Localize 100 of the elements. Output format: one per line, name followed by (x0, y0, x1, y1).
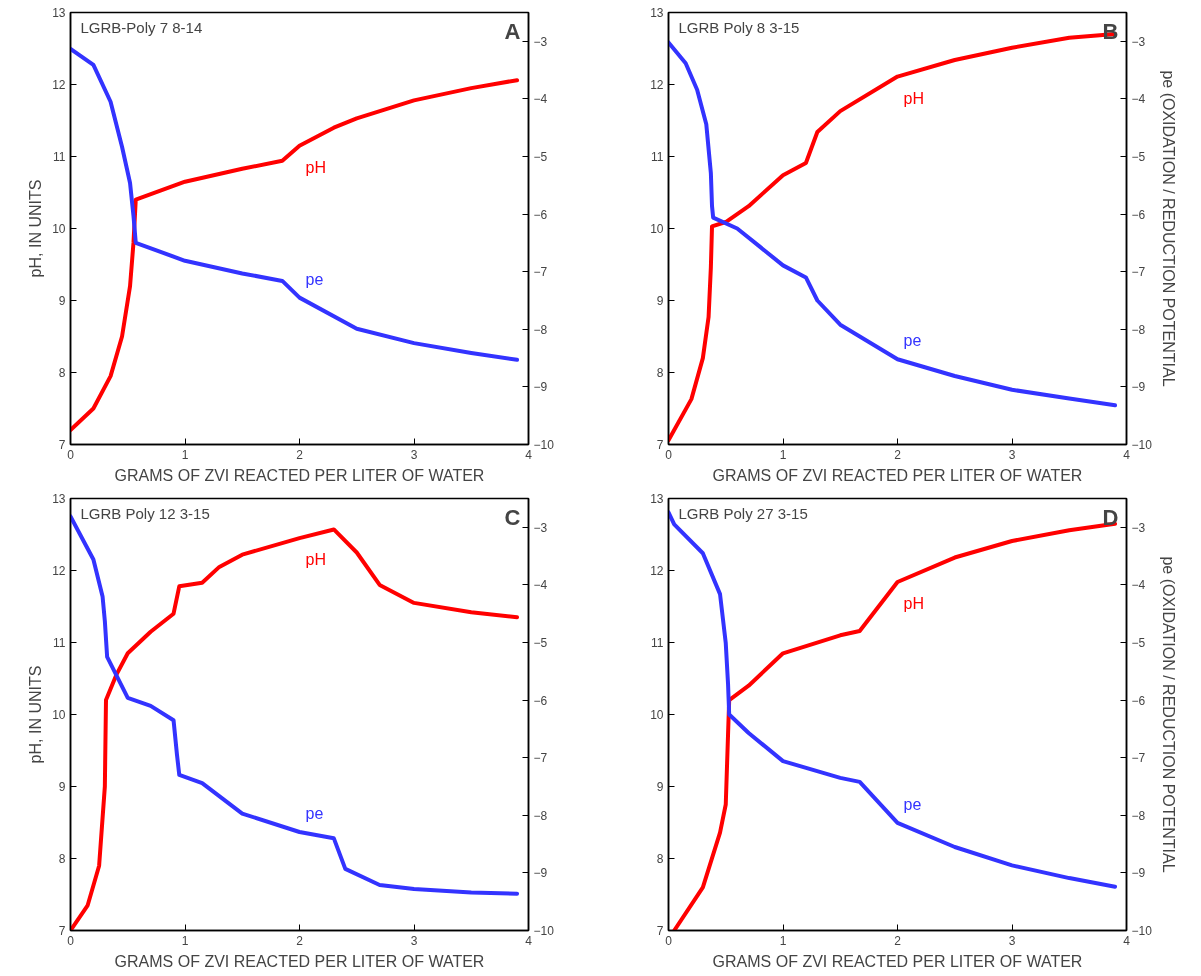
y-tick-label: 7 (58, 924, 66, 938)
y2-tick-label: −7 (1131, 265, 1146, 280)
y-tick-label: 9 (58, 294, 66, 308)
y-tick-label: 13 (52, 492, 66, 506)
y2-tick-label: −7 (1131, 751, 1146, 766)
x-tick-label: 3 (1008, 933, 1016, 948)
y2-tick-label: −6 (1131, 207, 1146, 222)
y-tick-label: 8 (58, 852, 66, 866)
y-tick-label: 11 (651, 150, 664, 164)
y-tick-label: 9 (656, 780, 664, 794)
y2-tick-label: −3 (1131, 520, 1146, 535)
x-tick-label: 0 (67, 447, 75, 462)
y-tick-label: 10 (650, 222, 664, 236)
y-tick-label: 12 (52, 78, 66, 92)
y2-tick-label: −6 (1131, 693, 1146, 708)
y2-tick-label: −8 (533, 808, 548, 823)
x-axis-title: GRAMS OF ZVI REACTED PER LITER OF WATER (712, 952, 1083, 970)
y-tick-label: 10 (52, 222, 66, 236)
y2-tick-label: −9 (533, 380, 548, 395)
y2-axis-title: pe (OXIDATION / REDUCTION POTENTIAL (1159, 70, 1177, 387)
y2-tick-label: −10 (1131, 924, 1153, 938)
y2-tick-label: −6 (533, 207, 548, 222)
series-label: pH (903, 595, 924, 613)
x-tick-label: 0 (665, 933, 673, 948)
x-tick-label: 4 (1123, 933, 1131, 948)
annotation: LGRB Poly 27 3-15 (678, 504, 808, 522)
annotation: LGRB Poly 12 3-15 (80, 504, 210, 522)
y-tick-label: 9 (58, 780, 66, 794)
y-tick-label: 13 (650, 492, 664, 506)
x-tick-label: 1 (779, 447, 787, 462)
y-tick-label: 7 (656, 438, 664, 452)
y2-tick-label: −5 (1131, 636, 1146, 650)
annotation: A (504, 18, 521, 44)
y-tick-label: 11 (53, 150, 66, 164)
y2-tick-label: −5 (533, 150, 548, 164)
x-axis-title: GRAMS OF ZVI REACTED PER LITER OF WATER (712, 466, 1083, 484)
series-label: pe (903, 795, 922, 813)
y-tick-label: 12 (52, 564, 66, 578)
y2-tick-label: −5 (1131, 150, 1146, 164)
y-tick-label: 7 (58, 438, 66, 452)
y2-tick-label: −3 (533, 34, 548, 49)
y2-tick-label: −9 (1131, 866, 1146, 881)
y2-tick-label: −4 (533, 92, 548, 107)
series-label: pe (305, 270, 324, 288)
y2-axis-title: pe (OXIDATION / REDUCTION POTENTIAL (1159, 556, 1177, 873)
y2-tick-label: −10 (533, 438, 555, 452)
x-tick-label: 1 (181, 933, 189, 948)
series-label: pe (903, 332, 922, 350)
x-tick-label: 2 (894, 447, 902, 462)
y-axis-title: pH, IN UNITS (27, 665, 45, 764)
y-tick-label: 8 (656, 366, 664, 380)
y2-tick-label: −4 (1131, 578, 1146, 593)
x-tick-label: 2 (296, 933, 304, 948)
y-tick-label: 7 (656, 924, 664, 938)
y-tick-label: 9 (656, 294, 664, 308)
annotation: LGRB-Poly 7 8-14 (80, 18, 203, 36)
y2-tick-label: −10 (1131, 438, 1153, 452)
y-tick-label: 11 (53, 636, 66, 650)
y2-tick-label: −4 (1131, 92, 1146, 107)
y-tick-label: 11 (651, 636, 664, 650)
y2-tick-label: −7 (533, 265, 548, 280)
y2-tick-label: −3 (533, 520, 548, 535)
series-label: pe (305, 805, 324, 822)
y2-tick-label: −5 (533, 636, 548, 650)
y-axis-title: pH, IN UNITS (27, 179, 45, 278)
y-tick-label: 10 (52, 708, 66, 722)
annotation: LGRB Poly 8 3-15 (678, 18, 800, 36)
series-label: pH (305, 158, 326, 176)
x-tick-label: 0 (67, 933, 75, 948)
y-tick-label: 12 (650, 78, 664, 92)
x-tick-label: 3 (410, 447, 418, 462)
series-label: pH (903, 89, 924, 107)
y-tick-label: 13 (650, 6, 664, 20)
x-tick-label: 4 (525, 447, 533, 462)
y2-tick-label: −7 (533, 751, 548, 766)
x-tick-label: 1 (181, 447, 189, 462)
annotation: D (1102, 504, 1119, 530)
y2-tick-label: −9 (1131, 380, 1146, 395)
annotation: C (504, 504, 521, 530)
x-axis-title: GRAMS OF ZVI REACTED PER LITER OF WATER (114, 952, 485, 970)
x-tick-label: 3 (1008, 447, 1016, 462)
y2-tick-label: −8 (1131, 808, 1146, 823)
y-tick-label: 13 (52, 6, 66, 20)
y2-tick-label: −8 (533, 322, 548, 337)
x-axis-title: GRAMS OF ZVI REACTED PER LITER OF WATER (114, 466, 485, 484)
x-tick-label: 1 (779, 933, 787, 948)
x-tick-label: 2 (296, 447, 304, 462)
x-tick-label: 3 (410, 933, 418, 948)
x-tick-label: 0 (665, 447, 673, 462)
x-tick-label: 4 (1123, 447, 1131, 462)
x-tick-label: 2 (894, 933, 902, 948)
y-tick-label: 8 (656, 852, 664, 866)
y-tick-label: 8 (58, 366, 66, 380)
y2-tick-label: −10 (533, 924, 555, 938)
series-label: pH (305, 551, 326, 569)
y2-tick-label: −3 (1131, 34, 1146, 49)
y2-tick-label: −6 (533, 693, 548, 708)
y2-tick-label: −4 (533, 578, 548, 593)
y-tick-label: 10 (650, 708, 664, 722)
y2-tick-label: −9 (533, 866, 548, 881)
